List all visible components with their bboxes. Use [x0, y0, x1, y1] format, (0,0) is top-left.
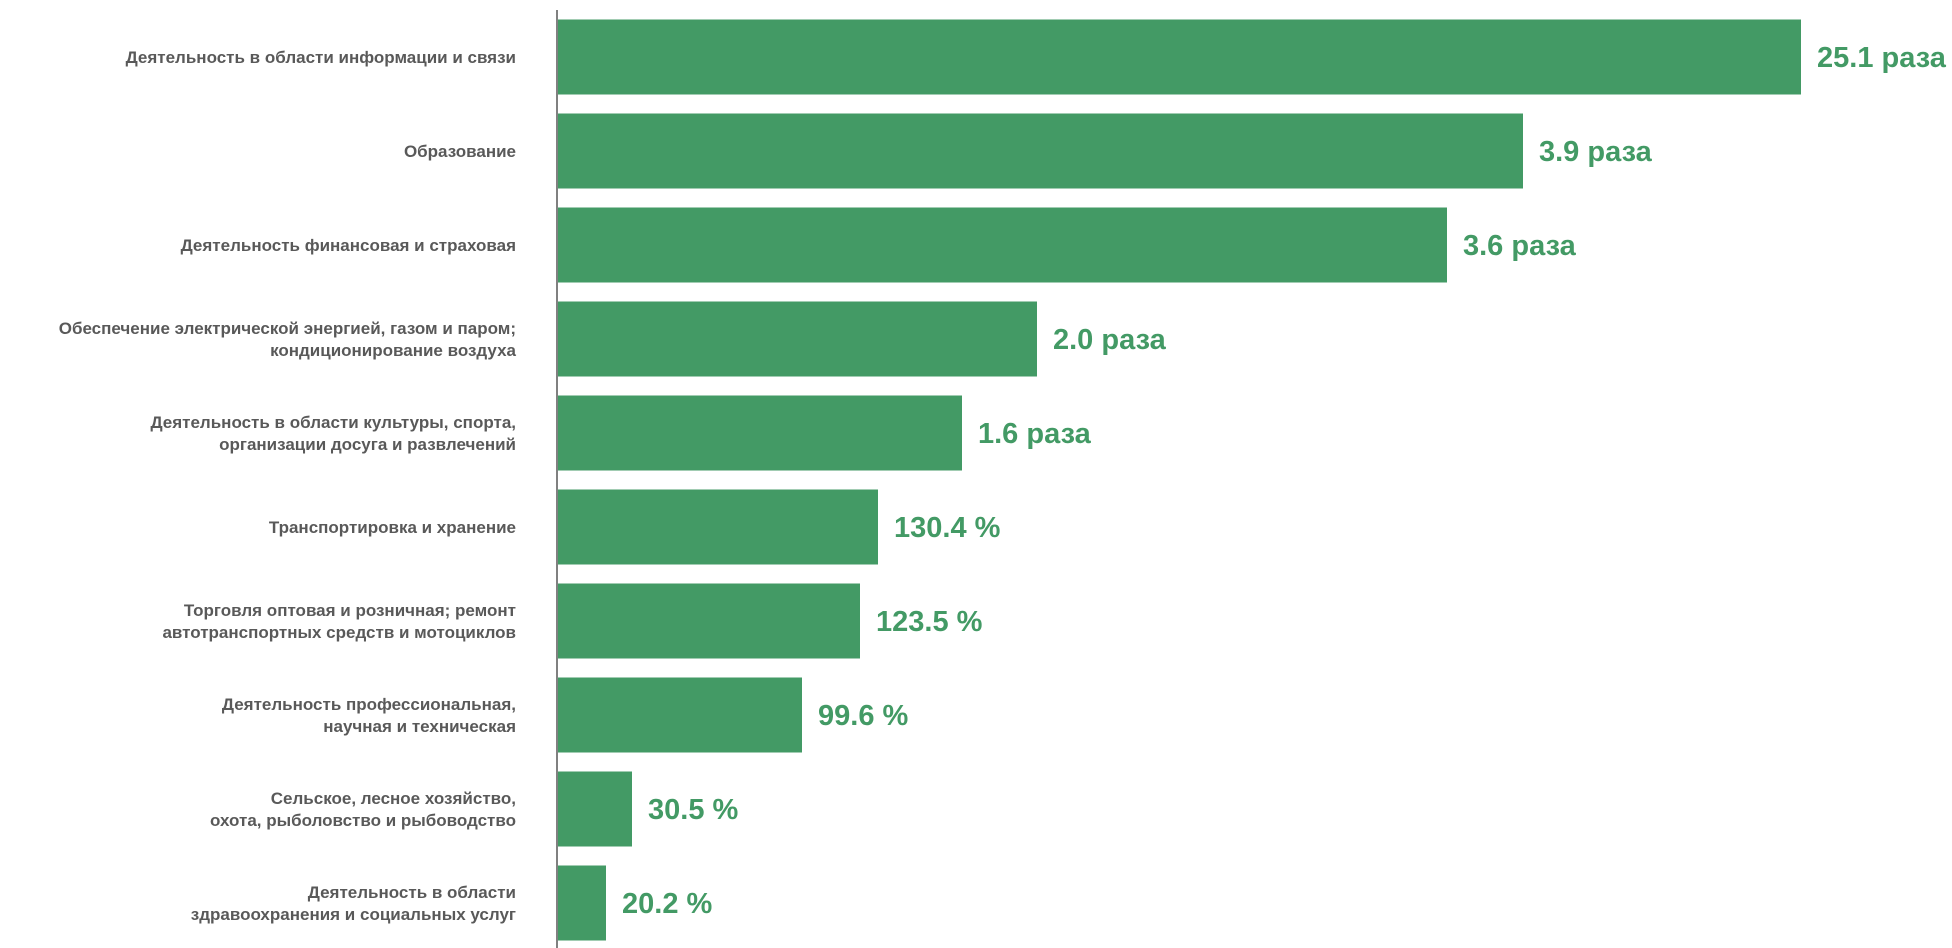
bar — [557, 489, 878, 565]
category-label: Торговля оптовая и розничная; ремонт авто… — [162, 601, 516, 642]
category-label: Сельское, лесное хозяйство, охота, рыболо… — [210, 789, 516, 830]
bars-group — [557, 19, 1801, 941]
category-label-line: Обеспечение электрической энергией, газо… — [59, 319, 516, 338]
value-label: 1.6 раза — [978, 418, 1092, 450]
category-label-line: автотранспортных средств и мотоциклов — [162, 623, 516, 642]
category-label-line: Деятельность в области — [308, 883, 516, 902]
bar — [557, 865, 606, 941]
category-label-line: охота, рыболовство и рыбоводство — [210, 811, 516, 830]
bar — [557, 583, 860, 659]
value-label: 3.9 раза — [1539, 136, 1653, 168]
bar — [557, 677, 802, 753]
category-label-line: Деятельность профессиональная, — [222, 695, 516, 714]
value-label: 20.2 % — [622, 888, 712, 920]
category-label: Деятельность в области информации и связ… — [126, 48, 516, 67]
bar — [557, 19, 1801, 95]
category-label-line: Образование — [404, 142, 516, 161]
category-label: Образование — [404, 142, 516, 161]
category-label-line: Деятельность в области культуры, спорта, — [150, 413, 516, 432]
bar — [557, 395, 962, 471]
category-label: Деятельность в области культуры, спорта,… — [150, 413, 516, 454]
value-label: 99.6 % — [818, 700, 908, 732]
category-label-line: кондиционирование воздуха — [270, 341, 516, 360]
category-label-line: организации досуга и развлечений — [219, 435, 516, 454]
bar — [557, 771, 632, 847]
category-label: Транспортировка и хранение — [269, 518, 516, 537]
category-labels-group: Деятельность в области информации и связ… — [59, 48, 517, 924]
value-label: 123.5 % — [876, 606, 983, 638]
value-label: 3.6 раза — [1463, 230, 1577, 262]
category-label-line: Транспортировка и хранение — [269, 518, 516, 537]
category-label: Деятельность финансовая и страховая — [181, 236, 516, 255]
category-label-line: Деятельность в области информации и связ… — [126, 48, 516, 67]
bar — [557, 207, 1447, 283]
category-label-line: здравоохранения и социальных услуг — [191, 905, 516, 924]
bar — [557, 301, 1037, 377]
value-label: 25.1 раза — [1817, 42, 1947, 74]
value-label: 130.4 % — [894, 512, 1001, 544]
value-label: 30.5 % — [648, 794, 738, 826]
category-label: Деятельность в области здравоохранения и … — [191, 883, 516, 924]
category-label: Обеспечение электрической энергией, газо… — [59, 319, 517, 360]
value-label: 2.0 раза — [1053, 324, 1167, 356]
bar — [557, 113, 1523, 189]
category-label-line: Сельское, лесное хозяйство, — [271, 789, 516, 808]
category-label-line: научная и техническая — [323, 717, 516, 736]
category-label-line: Торговля оптовая и розничная; ремонт — [184, 601, 516, 620]
category-label-line: Деятельность финансовая и страховая — [181, 236, 516, 255]
category-label: Деятельность профессиональная, научная и … — [222, 695, 516, 736]
value-labels-group: 25.1 раза 3.9 раза 3.6 раза 2.0 раза 1.6 раз… — [622, 42, 1947, 920]
